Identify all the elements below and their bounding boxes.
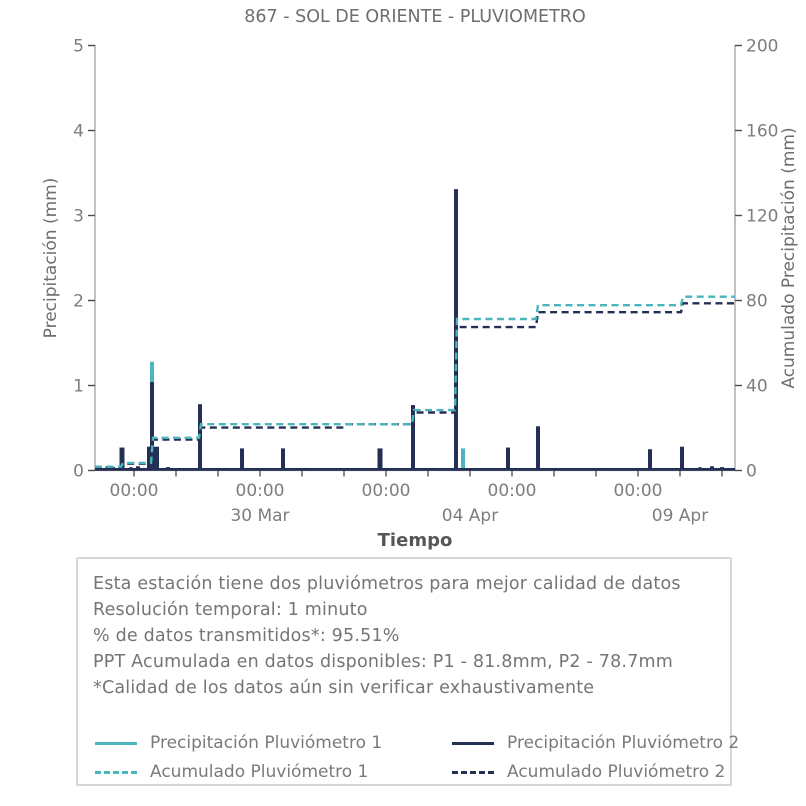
x-axis-time-label: 00:00: [236, 481, 285, 501]
right-axis-tick-label: 0: [746, 462, 757, 482]
right-axis-tick-label: 120: [746, 207, 778, 227]
left-axis-tick-label: 2: [73, 292, 84, 312]
right-axis-tick-label: 40: [746, 377, 768, 397]
precipitation-bar-p2: [119, 447, 125, 471]
precipitation-bar-p1: [461, 448, 465, 471]
precipitation-bar-p2: [506, 447, 510, 471]
x-axis-time-label: 00:00: [362, 481, 411, 501]
left-axis-tick-label: 0: [73, 462, 84, 482]
x-axis-time-label: 00:00: [488, 481, 537, 501]
precipitation-bar-p2: [536, 426, 540, 471]
chart-title: 867 - SOL DE ORIENTE - PLUVIOMETRO: [244, 7, 586, 27]
legend-item-acumulado-p1: Acumulado Pluviómetro 1: [95, 762, 368, 782]
legend-item-precipitacion-p2: Precipitación Pluviómetro 2: [452, 733, 739, 753]
station-info-text: Esta estación tiene dos pluviómetros par…: [93, 571, 723, 701]
cumulative-line-p2: [95, 302, 735, 469]
x-axis-date-label: 04 Apr: [442, 506, 498, 526]
legend-label: Acumulado Pluviómetro 2: [507, 762, 726, 782]
left-axis-tick-label: 1: [73, 377, 84, 397]
right-axis-tick-label: 80: [746, 292, 768, 312]
x-axis-date-label: 30 Mar: [230, 506, 289, 526]
solid-line-swatch-icon: [452, 741, 494, 745]
left-axis-title: Precipitación (mm): [41, 178, 61, 339]
precipitation-bar-p2: [281, 448, 285, 471]
precipitation-bar-p2: [411, 405, 415, 471]
dashed-line-swatch-icon: [452, 770, 494, 774]
left-axis-tick-label: 4: [73, 122, 84, 142]
precipitation-bar-p2: [150, 382, 154, 471]
precipitation-bar-p2: [648, 449, 652, 471]
precipitation-bar-p2: [680, 446, 684, 471]
solid-line-swatch-icon: [95, 741, 137, 745]
cumulative-line-p1: [95, 295, 735, 468]
precipitation-bar-p2: [147, 446, 159, 471]
info-line-4: PPT Acumulada en datos disponibles: P1 -…: [93, 652, 674, 672]
x-axis-time-label: 00:00: [110, 481, 159, 501]
legend-label: Precipitación Pluviómetro 2: [507, 733, 740, 753]
info-line-5: *Calidad de los datos aún sin verificar …: [93, 678, 595, 698]
right-axis-tick-label: 200: [746, 37, 778, 57]
info-line-1: Esta estación tiene dos pluviómetros par…: [93, 574, 681, 594]
info-line-2: Resolución temporal: 1 minuto: [93, 600, 368, 620]
zero-baseline-series: [95, 468, 735, 471]
right-axis-title: Acumulado Precipitación (mm): [779, 127, 799, 388]
right-axis-tick-label: 160: [746, 122, 778, 142]
x-axis-time-label: 00:00: [614, 481, 663, 501]
legend-label: Acumulado Pluviómetro 1: [150, 762, 369, 782]
dashed-line-swatch-icon: [95, 770, 137, 774]
legend-label: Precipitación Pluviómetro 1: [150, 733, 383, 753]
legend-item-precipitacion-p1: Precipitación Pluviómetro 1: [95, 733, 382, 753]
legend-item-acumulado-p2: Acumulado Pluviómetro 2: [452, 762, 725, 782]
x-axis-date-label: 09 Apr: [652, 506, 708, 526]
station-info-box: [76, 557, 732, 786]
precipitation-chart: 867 - SOL DE ORIENTE - PLUVIOMETRO 0 1 2 3 4 5…: [41, 7, 799, 551]
info-line-3: % de datos transmitidos*: 95.51%: [93, 626, 400, 646]
left-axis-tick-label: 5: [73, 37, 84, 57]
left-axis-tick-label: 3: [73, 207, 84, 227]
precipitation-bar-p2: [240, 448, 244, 471]
x-axis-title: Tiempo: [378, 530, 453, 551]
precipitation-bar-p2: [377, 448, 383, 471]
